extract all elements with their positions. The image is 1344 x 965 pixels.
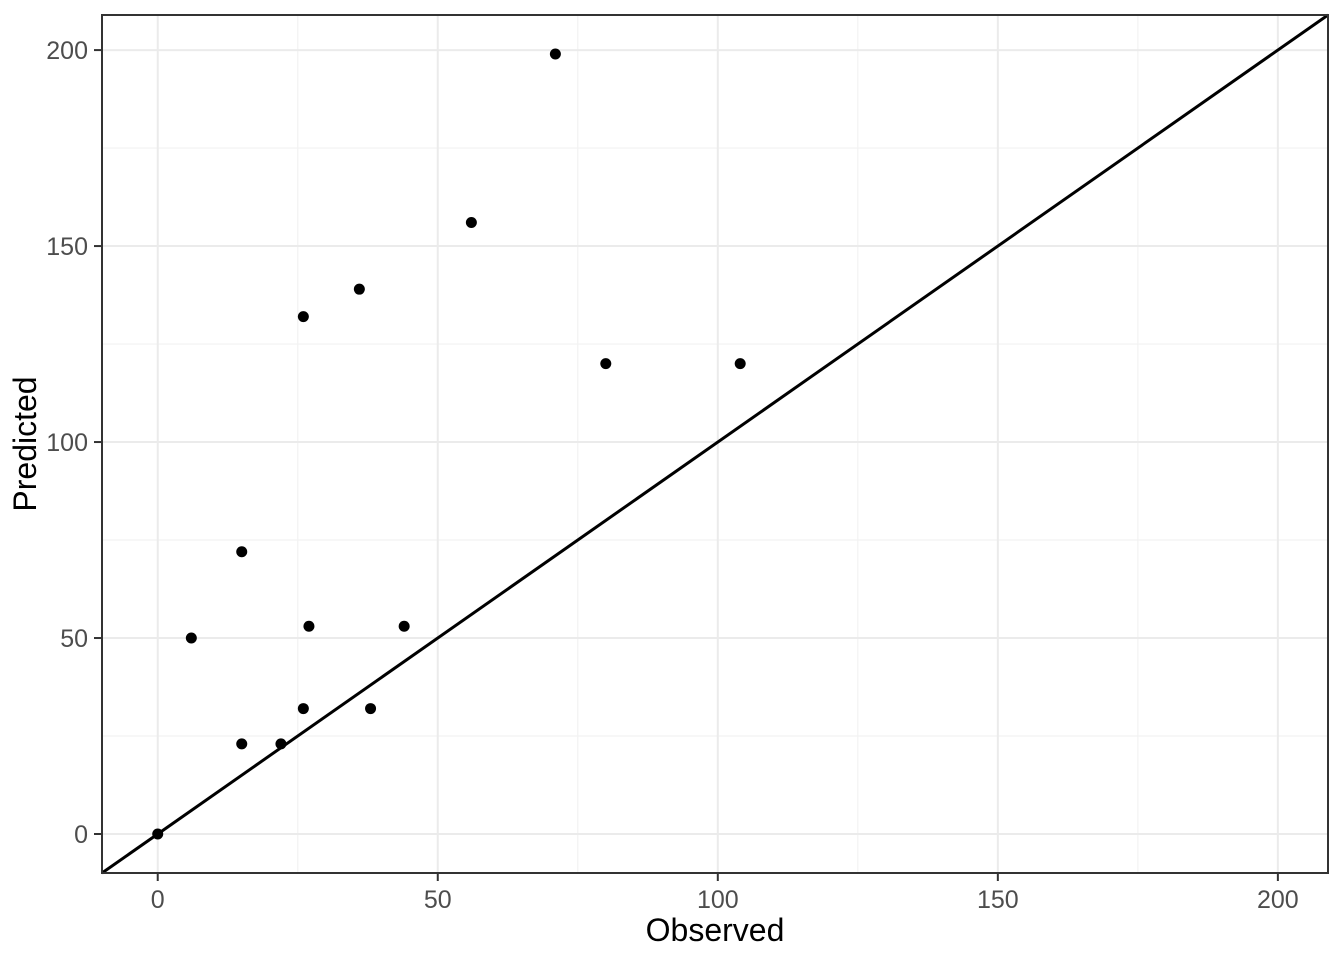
data-point bbox=[465, 217, 477, 229]
y-tick-label: 150 bbox=[46, 233, 88, 261]
x-tick-label: 100 bbox=[697, 886, 739, 914]
axes: 0 50 100 150 200 0 50 100 150 200 bbox=[46, 37, 1298, 914]
data-point bbox=[297, 703, 309, 715]
data-point bbox=[353, 283, 365, 295]
data-point bbox=[236, 546, 248, 558]
data-point bbox=[600, 358, 612, 370]
data-point bbox=[152, 828, 164, 840]
data-point bbox=[398, 620, 410, 632]
x-tick-label: 150 bbox=[977, 886, 1019, 914]
data-point bbox=[549, 48, 561, 60]
panel-border bbox=[101, 14, 1329, 874]
y-tick-label: 50 bbox=[60, 625, 88, 653]
data-point bbox=[365, 703, 377, 715]
data-point bbox=[303, 620, 315, 632]
y-axis-title: Predicted bbox=[7, 376, 43, 511]
data-point bbox=[734, 358, 746, 370]
x-tick-label: 200 bbox=[1257, 886, 1299, 914]
x-axis-title: Observed bbox=[646, 912, 785, 948]
y-tick-label: 100 bbox=[46, 429, 88, 457]
data-point bbox=[297, 311, 309, 323]
data-point bbox=[185, 632, 197, 644]
y-tick-label: 200 bbox=[46, 37, 88, 65]
y-tick-label: 0 bbox=[74, 821, 88, 849]
data-point bbox=[236, 738, 248, 750]
x-tick-label: 0 bbox=[151, 886, 165, 914]
x-tick-label: 50 bbox=[424, 886, 452, 914]
identity-line bbox=[101, 13, 1329, 875]
plot-panel bbox=[101, 13, 1329, 875]
data-point bbox=[275, 738, 287, 750]
